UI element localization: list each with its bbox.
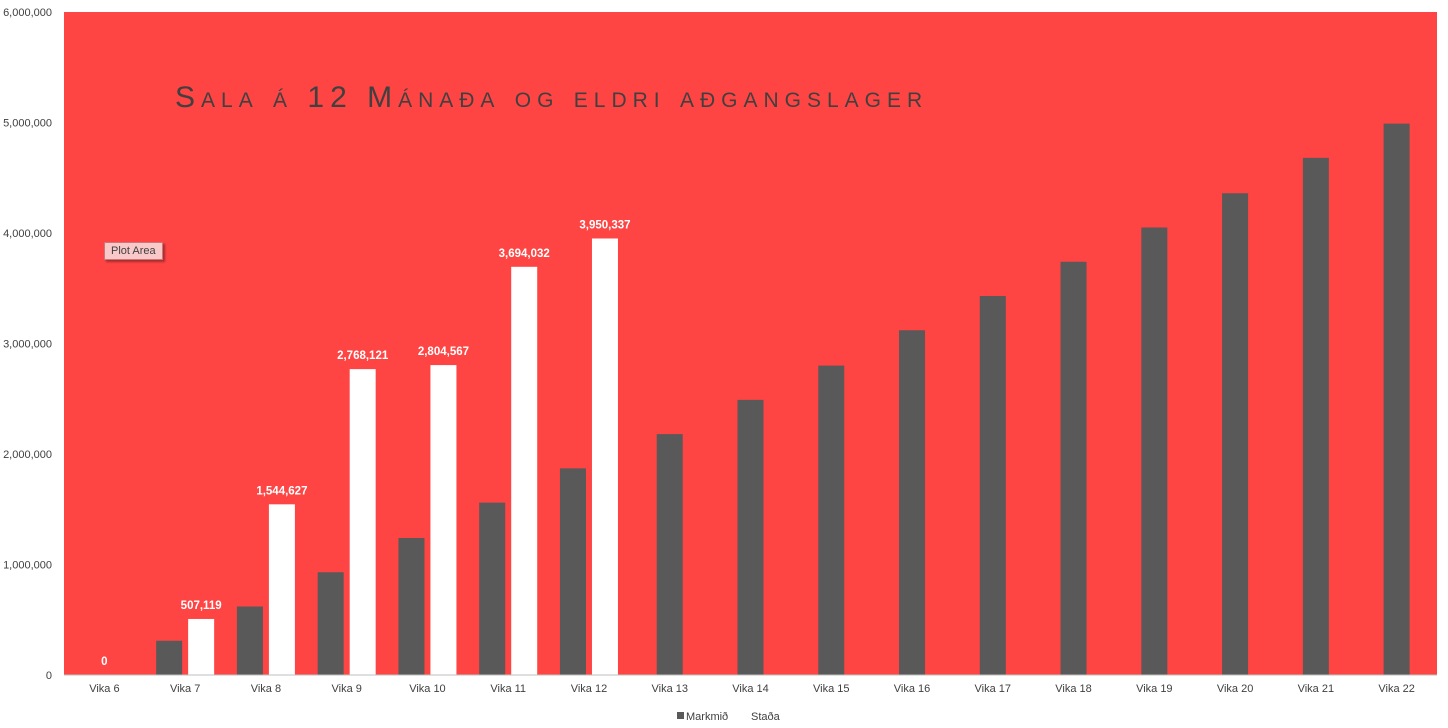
y-tick-label: 6,000,000 <box>3 7 52 19</box>
bar-markmid[interactable] <box>1141 227 1168 675</box>
legend-swatch-markmid <box>677 712 684 719</box>
legend-label-markmid: Markmið <box>686 711 728 723</box>
chart-title: Sala á 12 Mánaða og eldri aðgangslager <box>175 81 928 114</box>
x-category-label: Vika 22 <box>1378 683 1415 695</box>
bar-markmid[interactable] <box>317 572 344 675</box>
data-label-stada: 1,544,627 <box>256 485 307 497</box>
bar-markmid[interactable] <box>1060 261 1087 675</box>
legend-label-stada: Staða <box>751 711 781 723</box>
y-tick-label: 1,000,000 <box>3 560 52 572</box>
bar-markmid[interactable] <box>1222 193 1249 675</box>
data-label-stada: 3,950,337 <box>579 219 630 231</box>
legend-swatch-stada <box>742 712 749 719</box>
x-category-label: Vika 8 <box>251 683 281 695</box>
x-category-label: Vika 12 <box>571 683 608 695</box>
bar-stada[interactable] <box>591 238 618 675</box>
bar-markmid[interactable] <box>656 434 683 675</box>
data-label-stada: 0 <box>101 656 107 668</box>
data-label-stada: 2,804,567 <box>418 346 469 358</box>
bar-stada[interactable] <box>430 365 457 675</box>
bar-markmid[interactable] <box>899 330 926 675</box>
bar-markmid[interactable] <box>737 399 764 675</box>
x-category-label: Vika 9 <box>331 683 361 695</box>
data-label-stada: 507,119 <box>181 600 222 612</box>
plot-area-tooltip: Plot Area <box>104 242 163 260</box>
x-category-label: Vika 16 <box>894 683 931 695</box>
x-category-label: Vika 21 <box>1298 683 1335 695</box>
y-tick-label: 2,000,000 <box>3 449 52 461</box>
bar-markmid[interactable] <box>398 537 425 675</box>
y-tick-label: 3,000,000 <box>3 339 52 351</box>
x-category-label: Vika 18 <box>1055 683 1092 695</box>
bar-stada[interactable] <box>511 266 538 675</box>
bar-stada[interactable] <box>188 618 215 675</box>
y-tick-label: 0 <box>46 670 52 682</box>
y-axis: 0 1,000,000 2,000,000 3,000,000 4,000,000 5,0… <box>3 7 52 682</box>
x-category-label: Vika 10 <box>409 683 446 695</box>
bar-markmid[interactable] <box>559 468 586 675</box>
bar-markmid[interactable] <box>979 295 1006 675</box>
x-category-label: Vika 20 <box>1217 683 1254 695</box>
y-tick-label: 5,000,000 <box>3 118 52 130</box>
bar-markmid[interactable] <box>1383 123 1410 676</box>
x-category-label: Vika 6 <box>89 683 119 695</box>
bar-markmid[interactable] <box>479 502 506 675</box>
legend: Markmið Staða <box>677 711 781 723</box>
bar-markmid[interactable] <box>236 606 263 675</box>
x-category-label: Vika 19 <box>1136 683 1173 695</box>
x-category-label: Vika 7 <box>170 683 200 695</box>
x-category-label: Vika 15 <box>813 683 850 695</box>
bar-markmid[interactable] <box>1302 157 1329 676</box>
labels-layer: 0 507,119 1,544,627 2,768,121 2,804,567 3,694… <box>101 219 630 668</box>
bar-stada[interactable] <box>268 504 295 675</box>
x-category-label: Vika 11 <box>490 683 526 695</box>
data-label-stada: 3,694,032 <box>499 248 550 260</box>
bar-stada[interactable] <box>349 369 376 675</box>
bars-layer <box>156 123 1410 676</box>
y-tick-label: 4,000,000 <box>3 228 52 240</box>
x-category-label: Vika 13 <box>651 683 688 695</box>
bar-markmid[interactable] <box>818 365 845 675</box>
x-category-label: Vika 17 <box>975 683 1012 695</box>
bar-markmid[interactable] <box>156 640 183 675</box>
data-label-stada: 2,768,121 <box>337 350 389 362</box>
x-category-label: Vika 14 <box>732 683 769 695</box>
x-axis: Vika 6 Vika 7 Vika 8 Vika 9 Vika 10 Vika 11 Vi… <box>89 683 1415 695</box>
